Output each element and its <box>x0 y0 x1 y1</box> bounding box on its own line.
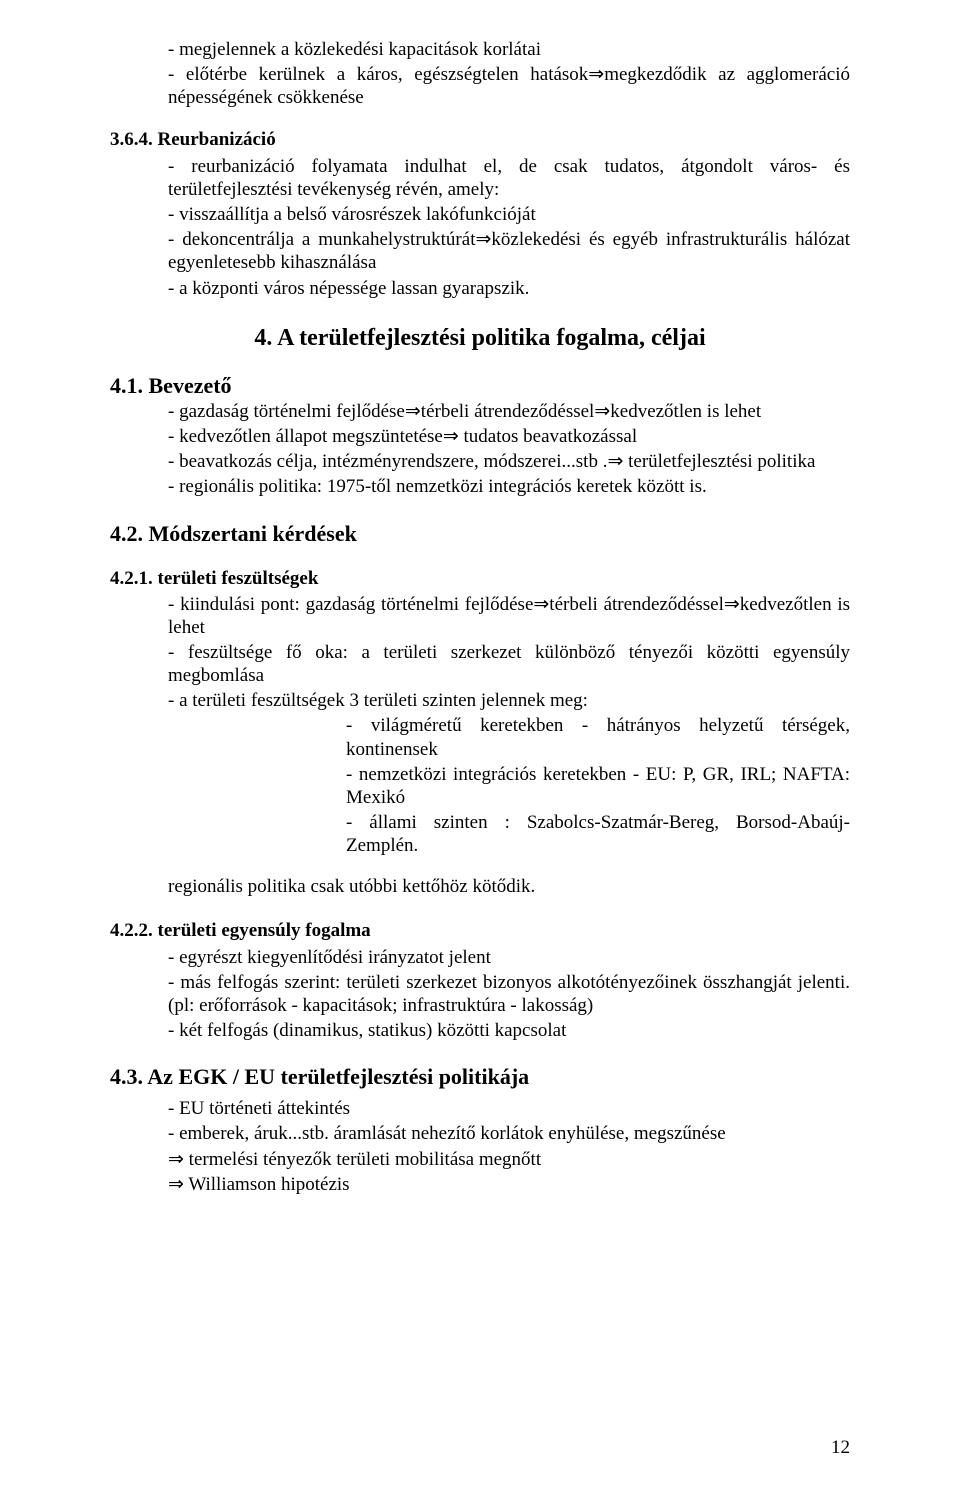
document-page: - megjelennek a közlekedési kapacitások … <box>0 0 960 1499</box>
bullet-text: - kedvezőtlen állapot megszüntetése⇒ tud… <box>168 425 850 448</box>
heading-4-2-1: 4.2.1. területi feszültségek <box>110 567 850 590</box>
bullet-text: - emberek, áruk...stb. áramlását nehezít… <box>168 1122 850 1145</box>
section-4-2-1-body: - kiindulási pont: gazdaság történelmi f… <box>168 593 850 899</box>
nested-list: - világméretű keretekben - hátrányos hel… <box>346 714 850 857</box>
bullet-text: - EU történeti áttekintés <box>168 1097 850 1120</box>
section-3-6-x-continuation: - megjelennek a közlekedési kapacitások … <box>168 38 850 110</box>
page-number: 12 <box>831 1436 850 1459</box>
bullet-text: - beavatkozás célja, intézményrendszere,… <box>168 450 850 473</box>
bullet-text: - kiindulási pont: gazdaság történelmi f… <box>168 593 850 639</box>
section-4-3: 4.3. Az EGK / EU területfejlesztési poli… <box>110 1064 850 1196</box>
heading-3-6-4: 3.6.4. Reurbanizáció <box>110 128 850 151</box>
section-4-2-1: 4.2.1. területi feszültségek - kiindulás… <box>110 567 850 898</box>
bullet-text: - gazdaság történelmi fejlődése⇒térbeli … <box>168 400 850 423</box>
bullet-text: - egyrészt kiegyenlítődési irányzatot je… <box>168 946 850 969</box>
bullet-text: - feszültsége fő oka: a területi szerkez… <box>168 641 850 687</box>
bullet-text: - más felfogás szerint: területi szerkez… <box>168 971 850 1017</box>
bullet-text: - megjelennek a közlekedési kapacitások … <box>168 38 850 61</box>
heading-4: 4. A területfejlesztési politika fogalma… <box>110 324 850 353</box>
section-4-2-2-body: - egyrészt kiegyenlítődési irányzatot je… <box>168 946 850 1043</box>
bullet-text: ⇒ Williamson hipotézis <box>168 1173 850 1196</box>
section-4-3-body: - EU történeti áttekintés - emberek, áru… <box>168 1097 850 1196</box>
bullet-text: - visszaállítja a belső városrészek lakó… <box>168 203 850 226</box>
section-4-1: 4.1. Bevezető - gazdaság történelmi fejl… <box>110 373 850 499</box>
heading-4-2-2: 4.2.2. területi egyensúly fogalma <box>110 919 850 942</box>
bullet-text: - nemzetközi integrációs keretekben - EU… <box>346 763 850 809</box>
bullet-text: - a központi város népessége lassan gyar… <box>168 277 850 300</box>
bullet-text: - reurbanizáció folyamata indulhat el, d… <box>168 155 850 201</box>
section-4-1-body: - gazdaság történelmi fejlődése⇒térbeli … <box>168 400 850 499</box>
bullet-text: - dekoncentrálja a munkahelystruktúrát⇒k… <box>168 228 850 274</box>
section-3-6-4-body: - reurbanizáció folyamata indulhat el, d… <box>168 155 850 300</box>
bullet-text: - világméretű keretekben - hátrányos hel… <box>346 714 850 760</box>
bullet-text: - a területi feszültségek 3 területi szi… <box>168 689 850 712</box>
heading-4-3: 4.3. Az EGK / EU területfejlesztési poli… <box>110 1064 850 1091</box>
section-4-2-2: 4.2.2. területi egyensúly fogalma - egyr… <box>110 919 850 1043</box>
heading-4-1: 4.1. Bevezető <box>110 373 232 398</box>
bullet-text: ⇒ termelési tényezők területi mobilitása… <box>168 1148 850 1171</box>
paragraph-text: regionális politika csak utóbbi kettőhöz… <box>168 875 850 898</box>
bullet-text: - regionális politika: 1975-től nemzetkö… <box>168 475 850 498</box>
heading-4-2: 4.2. Módszertani kérdések <box>110 521 850 548</box>
bullet-text: - állami szinten : Szabolcs-Szatmár-Bere… <box>346 811 850 857</box>
bullet-text: - előtérbe kerülnek a káros, egészségtel… <box>168 63 850 109</box>
bullet-text: - két felfogás (dinamikus, statikus) köz… <box>168 1019 850 1042</box>
